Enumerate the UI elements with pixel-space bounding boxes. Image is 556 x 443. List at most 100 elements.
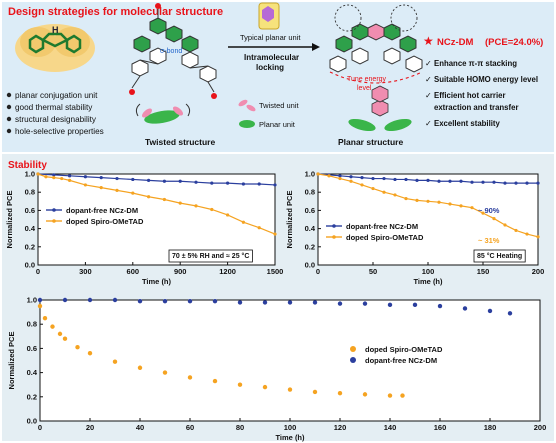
data-point — [470, 180, 474, 184]
data-point — [514, 181, 518, 185]
x-tick-label: 0 — [38, 423, 42, 432]
y-tick-label: 1.0 — [27, 296, 37, 305]
data-point — [287, 300, 293, 305]
legend-label: dopant-free NCz-DM — [346, 222, 418, 231]
data-point — [371, 176, 375, 181]
data-point — [536, 181, 540, 185]
tune-arc — [329, 71, 423, 84]
planar-unit-legend-icon — [239, 120, 255, 128]
data-point — [137, 365, 143, 370]
twisted-unit-label: Twisted unit — [259, 101, 300, 110]
data-point — [415, 178, 419, 182]
y-tick-label: 0.0 — [25, 261, 35, 270]
data-point — [462, 306, 468, 311]
data-point — [36, 172, 40, 176]
data-point — [131, 191, 135, 195]
data-point — [187, 375, 193, 380]
planar-structure-label: Planar structure — [338, 137, 403, 147]
bullet-item: hole-selective properties — [15, 127, 104, 136]
data-point — [338, 176, 342, 181]
locking-label-line: Intramolecular — [244, 53, 299, 62]
data-point — [426, 178, 430, 182]
y-tick-label: 0.4 — [25, 224, 36, 233]
data-point — [162, 370, 168, 375]
design-title: Design strategies for molecular structur… — [8, 6, 223, 18]
check-icon: ✓ — [425, 59, 432, 68]
tune-label-line: Tune energy — [347, 76, 387, 83]
annotation-box — [473, 249, 526, 263]
x-axis-label: Time (h) — [275, 433, 305, 442]
x-tick-label: 200 — [532, 267, 545, 276]
data-point — [481, 211, 485, 215]
check-icon: ✓ — [425, 91, 432, 100]
data-point — [514, 228, 518, 233]
data-point — [37, 297, 43, 303]
data-point — [75, 344, 80, 350]
data-point — [360, 176, 364, 180]
data-point — [68, 178, 72, 182]
data-point — [131, 177, 135, 182]
data-point — [492, 180, 496, 184]
data-point — [262, 384, 268, 390]
data-point — [147, 195, 151, 199]
data-point — [115, 176, 119, 181]
bullet-item: good thermal stability — [15, 103, 93, 112]
charts-layer: 0 300 600 900 1200 15000.00.20.40.60.81.0Time… — [5, 170, 546, 443]
data-point — [387, 302, 393, 308]
legend-label: doped Spiro-OMeTAD — [365, 345, 443, 354]
data-point — [404, 196, 408, 201]
data-point — [50, 324, 55, 329]
legend-label: dopant-free NCz-DM — [365, 356, 437, 365]
x-tick-label: 100 — [422, 267, 435, 276]
data-point — [503, 223, 507, 227]
star-icon: ★ — [423, 34, 434, 48]
data-point — [400, 393, 405, 398]
data-point — [525, 232, 529, 236]
x-tick-label: 50 — [369, 267, 377, 276]
carbazole-unit-icon — [15, 24, 95, 72]
x-tick-label: 0 — [316, 267, 320, 276]
data-point — [241, 182, 245, 186]
data-point — [316, 172, 320, 176]
data-point — [212, 378, 218, 384]
data-point — [382, 176, 386, 181]
check-item-line: Efficient hot carrier — [434, 91, 506, 100]
data-point — [312, 389, 318, 395]
legend-marker — [350, 346, 356, 352]
check-item: Excellent stability — [434, 119, 501, 128]
data-point — [194, 180, 198, 184]
data-point — [437, 303, 443, 309]
data-point — [194, 204, 198, 208]
bullet-item: planar conjugation unit — [15, 91, 98, 100]
plot-area — [39, 299, 541, 422]
data-point — [349, 179, 353, 183]
tune-label-line: level — [357, 85, 372, 92]
legend-marker — [332, 235, 336, 239]
x-tick-label: 120 — [334, 423, 347, 432]
stability-title: Stability — [8, 160, 47, 171]
data-point — [210, 181, 214, 185]
x-tick-label: 1200 — [219, 267, 236, 276]
data-point — [525, 181, 529, 185]
x-tick-label: 100 — [284, 423, 297, 432]
data-point — [212, 299, 218, 304]
data-point — [273, 183, 277, 187]
legend-label: doped Spiro-OMeTAD — [66, 217, 144, 226]
bullet-item: structural designability — [15, 115, 97, 124]
twisted-structure-icon — [135, 103, 191, 124]
data-point — [492, 216, 496, 221]
data-point — [226, 213, 230, 217]
x-axis-label: Time (h) — [413, 277, 443, 286]
reaction-arrowhead-icon — [312, 43, 320, 51]
y-axis-label: Normalized PCE — [285, 191, 294, 249]
data-point — [115, 188, 119, 192]
data-point — [83, 175, 87, 179]
x-tick-label: 900 — [174, 267, 187, 276]
x-tick-label: 160 — [434, 423, 447, 432]
data-point — [83, 183, 87, 187]
pce-label: (PCE=24.0%) — [485, 37, 543, 48]
bullet-list — [6, 92, 12, 134]
chart-annotation: 85 °C Heating — [477, 252, 522, 260]
